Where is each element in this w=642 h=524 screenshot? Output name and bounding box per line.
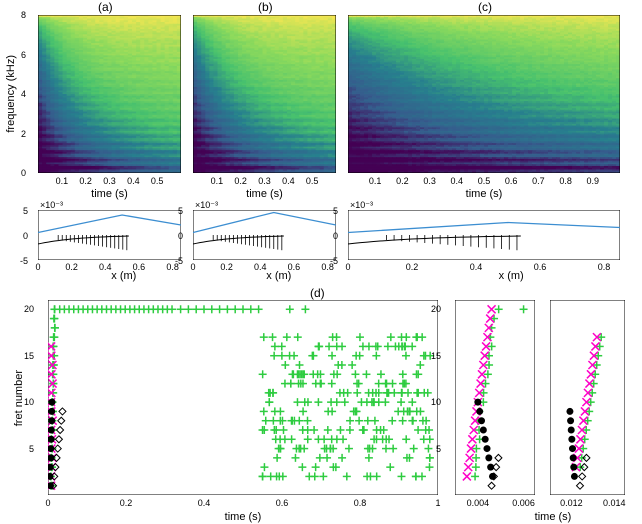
tick-label: 0.014 xyxy=(603,498,626,508)
axis-label: x (m) xyxy=(266,270,291,282)
tick-label: 0.2 xyxy=(406,262,419,272)
tick-label: 5 xyxy=(436,444,441,454)
tick-label: 15 xyxy=(24,351,34,361)
tick-label: 0.004 xyxy=(467,498,490,508)
scatter-d-main xyxy=(48,300,438,495)
tick-label: 0.1 xyxy=(369,176,382,186)
tick-label: ×10⁻³ xyxy=(40,200,63,211)
scatter-d-zoom1 xyxy=(455,300,535,495)
panel-c-title: (c) xyxy=(478,0,492,14)
tick-label: 0 xyxy=(35,262,40,272)
tick-label: 10 xyxy=(431,397,441,407)
tick-label: 0.7 xyxy=(532,176,545,186)
tick-label: 8 xyxy=(21,10,26,20)
panel-d-title: (d) xyxy=(310,286,325,300)
tick-label: 20 xyxy=(24,304,34,314)
tick-label: 4 xyxy=(21,89,26,99)
tick-label: 6 xyxy=(21,50,26,60)
tick-label: 0.4 xyxy=(282,176,295,186)
tick-label: 0.4 xyxy=(254,262,267,272)
tick-label: 5 xyxy=(178,206,183,216)
tick-label: 0.4 xyxy=(451,176,464,186)
tick-label: 0.4 xyxy=(99,262,112,272)
axis-label: time (s) xyxy=(466,188,503,200)
spectrogram-c xyxy=(348,15,620,173)
tick-label: 0.4 xyxy=(198,498,211,508)
tick-label: 0.6 xyxy=(534,262,547,272)
tick-label: 5 xyxy=(29,444,34,454)
tick-label: 0.5 xyxy=(151,176,164,186)
tick-label: 0.3 xyxy=(423,176,436,186)
scatter-d-zoom2 xyxy=(550,300,625,495)
tick-label: 0.3 xyxy=(258,176,271,186)
tick-label: 0.2 xyxy=(120,498,133,508)
lineplot-a xyxy=(38,210,181,260)
tick-label: 0 xyxy=(190,262,195,272)
tick-label: 0.2 xyxy=(65,262,78,272)
tick-label: 0.4 xyxy=(127,176,140,186)
axis-label: time (s) xyxy=(535,511,572,523)
tick-label: 0 xyxy=(23,231,28,241)
panel-b-title: (b) xyxy=(258,0,273,14)
tick-label: 0.012 xyxy=(560,498,583,508)
tick-label: 5 xyxy=(23,206,28,216)
ylabel-frequency: frequency (kHz) xyxy=(5,55,17,133)
tick-label: 0.2 xyxy=(234,176,247,186)
tick-label: 20 xyxy=(431,304,441,314)
tick-label: 0 xyxy=(333,231,338,241)
tick-label: 0.6 xyxy=(505,176,518,186)
tick-label: 0.8 xyxy=(559,176,572,186)
lineplot-c xyxy=(348,210,620,260)
tick-label: 10 xyxy=(24,397,34,407)
tick-label: 0.2 xyxy=(396,176,409,186)
tick-label: 0.5 xyxy=(478,176,491,186)
tick-label: 0.006 xyxy=(512,498,535,508)
panel-a-title: (a) xyxy=(98,0,113,14)
lineplot-b xyxy=(193,210,336,260)
axis-label: time (s) xyxy=(91,188,128,200)
spectrogram-b xyxy=(193,15,336,173)
tick-label: 0.1 xyxy=(211,176,224,186)
tick-label: ×10⁻³ xyxy=(350,200,373,211)
axis-label: x (m) xyxy=(111,270,136,282)
tick-label: 0 xyxy=(45,498,50,508)
tick-label: 0.2 xyxy=(79,176,92,186)
tick-label: -5 xyxy=(175,256,183,266)
tick-label: ×10⁻³ xyxy=(195,200,218,211)
tick-label: -5 xyxy=(330,256,338,266)
axis-label: time (s) xyxy=(225,511,262,523)
tick-label: 0.6 xyxy=(276,498,289,508)
tick-label: 0.9 xyxy=(587,176,600,186)
tick-label: 1 xyxy=(435,498,440,508)
tick-label: 0 xyxy=(21,168,26,178)
tick-label: 15 xyxy=(431,351,441,361)
tick-label: 5 xyxy=(333,206,338,216)
spectrogram-a xyxy=(38,15,181,173)
tick-label: 0.8 xyxy=(598,262,611,272)
tick-label: 0.3 xyxy=(103,176,116,186)
axis-label: time (s) xyxy=(246,188,283,200)
tick-label: 0.1 xyxy=(56,176,69,186)
tick-label: 2 xyxy=(21,129,26,139)
tick-label: 0 xyxy=(178,231,183,241)
tick-label: 0 xyxy=(345,262,350,272)
tick-label: -5 xyxy=(20,256,28,266)
tick-label: 0.4 xyxy=(470,262,483,272)
axis-label: x (m) xyxy=(499,270,524,282)
tick-label: 0.2 xyxy=(220,262,233,272)
tick-label: 0.8 xyxy=(354,498,367,508)
tick-label: 0.5 xyxy=(306,176,319,186)
